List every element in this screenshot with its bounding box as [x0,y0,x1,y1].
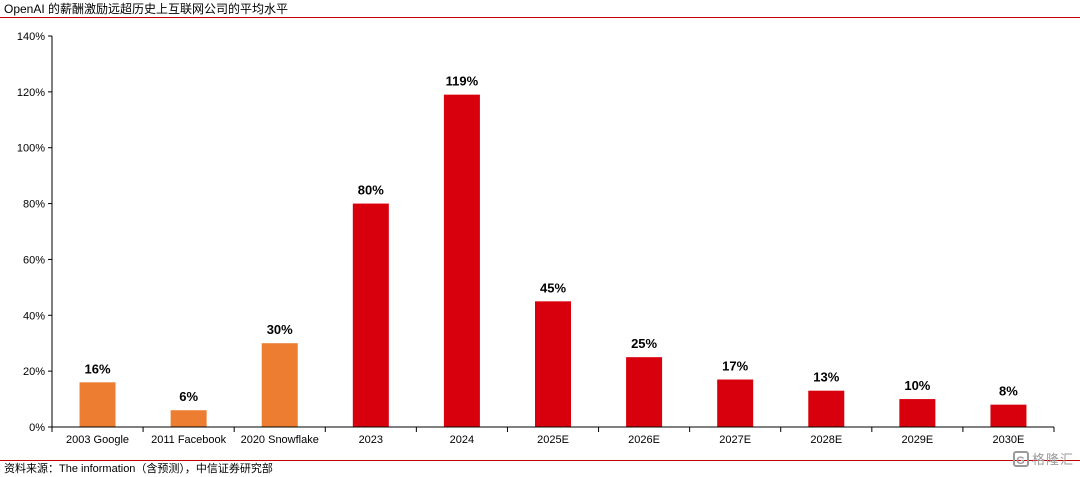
source-note: 资料来源：The information（含预测），中信证券研究部 [4,463,273,475]
bar [535,301,571,427]
data-label: 25% [631,336,657,351]
bar [443,94,480,428]
y-axis: 0% 20% 40% 60% 80% 100% 120% 140% [17,31,53,434]
bars [79,94,1027,428]
bar [352,203,389,427]
data-label: 119% [446,74,479,89]
bar [717,379,754,427]
data-label: 6% [179,389,198,404]
data-label: 45% [540,280,566,295]
x-category-label: 2020 Snowflake [241,434,319,446]
x-category-label: 2027E [719,434,751,446]
x-axis: 2003 Google 2011 Facebook 2020 Snowflake 20… [51,426,1055,446]
bar [808,390,845,427]
watermark-logo-icon: G [1012,450,1029,467]
data-label: 16% [85,361,111,376]
x-category-label: 2030E [993,434,1025,446]
y-tick-label: 60% [23,254,45,266]
x-category-label: 2003 Google [66,434,129,446]
x-category-label: 2028E [810,434,842,446]
y-tick-label: 140% [17,31,45,43]
title-divider [0,17,1080,18]
bar-chart: 0% 20% 40% 60% 80% 100% 120% 140% 16% 6% 30% 80% 11… [17,31,1055,446]
data-label: 80% [358,183,384,198]
data-label: 17% [722,359,748,374]
data-labels: 16% 6% 30% 80% 119% 45% 25% 17% 13% 10% 8% [85,74,1019,405]
bar [626,357,663,427]
x-category-label: 2024 [450,434,474,446]
bar [261,343,298,427]
x-category-label: 2029E [901,434,933,446]
data-label: 30% [267,322,293,337]
y-tick-label: 100% [17,143,45,155]
source-divider [0,460,1080,461]
watermark: G 格隆汇 [1012,449,1074,468]
data-label: 8% [999,384,1018,399]
y-tick-label: 0% [29,422,45,434]
chart-title: OpenAI 的薪酬激励远超历史上互联网公司的平均水平 [4,2,289,16]
bar [170,410,207,427]
y-tick-label: 80% [23,199,45,211]
bar [990,404,1027,427]
x-category-label: 2026E [628,434,660,446]
x-category-label: 2025E [537,434,569,446]
bar [899,399,936,427]
y-tick-label: 20% [23,366,45,378]
x-category-label: 2011 Facebook [151,434,227,446]
y-tick-label: 40% [23,310,45,322]
data-label: 13% [813,370,839,385]
x-category-label: 2023 [359,434,383,446]
watermark-text: 格隆汇 [1031,452,1074,467]
data-label: 10% [904,378,930,393]
y-tick-label: 120% [17,87,45,99]
bar [79,382,116,427]
